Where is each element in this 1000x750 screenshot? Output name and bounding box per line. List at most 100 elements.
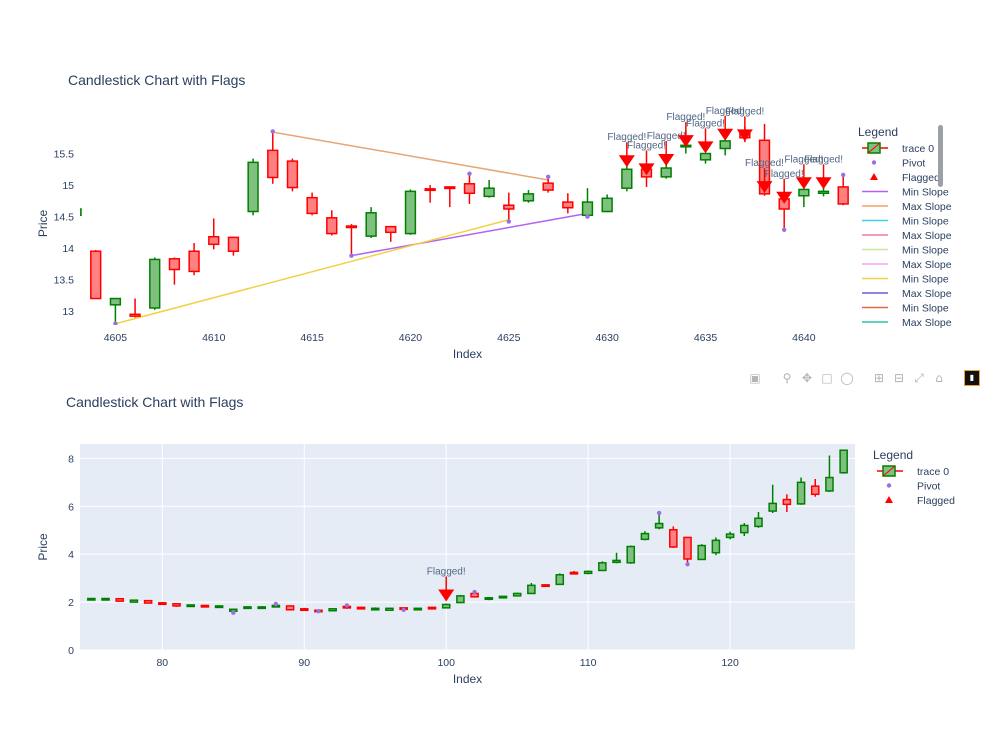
p0-x-tick-label: 4610 <box>202 332 226 344</box>
p0-flag-label: Flagged! <box>607 132 646 143</box>
pan-icon[interactable]: ✥ <box>801 371 813 385</box>
p1-pivot-point <box>344 603 350 608</box>
p0-candle-body <box>286 160 299 189</box>
p1-candle-body <box>711 539 721 554</box>
p1-candle-body <box>555 574 565 586</box>
p1-pivot-point <box>656 510 662 516</box>
p0-legend-swatch-dot <box>871 160 877 165</box>
p1-candle-body <box>143 599 153 604</box>
p0-candle-body <box>601 197 613 213</box>
zoom-in-icon[interactable]: ⊞ <box>873 371 885 385</box>
p0-x-tick-label: 4605 <box>104 332 128 344</box>
p1-y-axis-title: Price <box>36 533 50 561</box>
p0-legend-swatch-triangle <box>870 173 878 180</box>
p0-candle-body <box>168 258 181 271</box>
p0-candle-body <box>837 186 849 205</box>
p0-candle-body <box>858 206 868 208</box>
p0-legend-swatch-candle-slash <box>867 142 881 154</box>
reset-axes-icon[interactable]: ⌂ <box>935 371 943 385</box>
p0-candle-body <box>345 225 358 229</box>
p1-plot-area <box>80 444 855 650</box>
p1-candle-body <box>725 533 735 539</box>
p1-candle-body <box>427 606 437 610</box>
p1-candle-body <box>200 604 210 608</box>
p0-candle-body <box>542 182 554 191</box>
p0-candle-body <box>267 149 279 179</box>
autoscale-icon[interactable]: ⤢ <box>914 371 924 385</box>
p1-candle-body <box>328 608 337 612</box>
plotly-logo-icon[interactable]: ▮ <box>964 370 980 386</box>
zoom-out-icon[interactable]: ⊟ <box>893 371 905 385</box>
lasso-icon[interactable]: ◯ <box>840 371 854 385</box>
p1-candle-body <box>583 570 593 575</box>
p0-flag-label: Flagged! <box>804 154 843 165</box>
p1-pivot-point <box>273 601 279 607</box>
p0-y-tick-label: 13 <box>62 306 74 318</box>
p0-pivot-point <box>781 227 787 233</box>
p1-candle-body <box>186 604 196 608</box>
p0-candle-body <box>621 168 633 189</box>
box-select-icon[interactable]: □ <box>821 371 833 385</box>
p0-legend-label: Max Slope <box>902 317 952 329</box>
p0-pivot-point <box>840 172 846 178</box>
p0-candle-body <box>90 250 102 300</box>
p1-candle-body <box>172 603 181 607</box>
p0-slope-line <box>115 218 509 325</box>
p0-candle-body <box>719 140 731 150</box>
p0-x-axis-title: Index <box>453 347 482 361</box>
legend-scrollbar[interactable] <box>938 125 943 187</box>
p1-legend-label: trace 0 <box>917 466 949 478</box>
p0-pivot-point <box>585 214 590 219</box>
p0-candle-body <box>80 208 82 217</box>
p1-legend-swatch-triangle <box>885 496 893 503</box>
p0-candle-body <box>817 190 830 194</box>
p1-legend-label: Pivot <box>917 481 940 493</box>
p0-pivot-point <box>349 253 354 258</box>
p0-candle-body <box>424 188 436 192</box>
p0-candle-body <box>503 204 515 210</box>
p1-candle-body <box>796 481 806 505</box>
p0-candle-body <box>798 188 810 197</box>
p1-candle-body <box>158 602 167 606</box>
p0-candle-body <box>562 201 574 209</box>
p1-candle-body <box>385 607 394 611</box>
p0-candle-body <box>404 190 417 235</box>
p1-legend-swatch-dot <box>886 483 892 488</box>
p1-candle-body <box>598 562 607 572</box>
p1-candle-body <box>370 607 380 611</box>
p1-candle-body <box>101 597 110 601</box>
p1-pivot-point <box>472 589 477 595</box>
p0-legend-label: Min Slope <box>902 187 949 199</box>
p1-candle-body <box>612 559 621 564</box>
p0-candle-body <box>699 152 712 161</box>
p1-candle-body <box>754 517 763 528</box>
p0-legend-label: Min Slope <box>902 245 949 257</box>
p1-candle-body <box>87 597 96 601</box>
p0-legend-label: Min Slope <box>902 303 949 315</box>
p1-candle-body <box>839 449 848 474</box>
p0-x-tick-label: 4615 <box>300 332 324 344</box>
p0-candle-body <box>247 161 259 213</box>
p0-y-tick-label: 14 <box>62 243 74 255</box>
p0-legend-label: Pivot <box>902 158 925 170</box>
p0-candle-body <box>129 313 141 317</box>
p1-x-tick-label: 100 <box>437 657 455 669</box>
p1-candle-body <box>512 592 522 597</box>
p1-candle-body <box>640 532 650 541</box>
p1-candle-body <box>527 584 536 595</box>
p0-pivot-point <box>270 129 275 134</box>
p1-candle-body <box>569 571 579 575</box>
p1-y-tick-label: 4 <box>68 549 74 561</box>
p0-slope-line <box>351 212 588 257</box>
p0-pivot-point <box>545 174 551 180</box>
p1-x-axis-title: Index <box>453 672 482 686</box>
p0-candle-body <box>660 167 672 178</box>
p0-candle-body <box>326 217 338 235</box>
zoom-icon[interactable]: ⚲ <box>782 371 792 385</box>
p1-candle-body <box>669 529 678 548</box>
p1-y-tick-label: 8 <box>68 453 74 465</box>
p0-candle-body <box>444 186 456 190</box>
camera-icon[interactable]: ▣ <box>749 371 761 385</box>
p0-candle-body <box>758 139 771 195</box>
